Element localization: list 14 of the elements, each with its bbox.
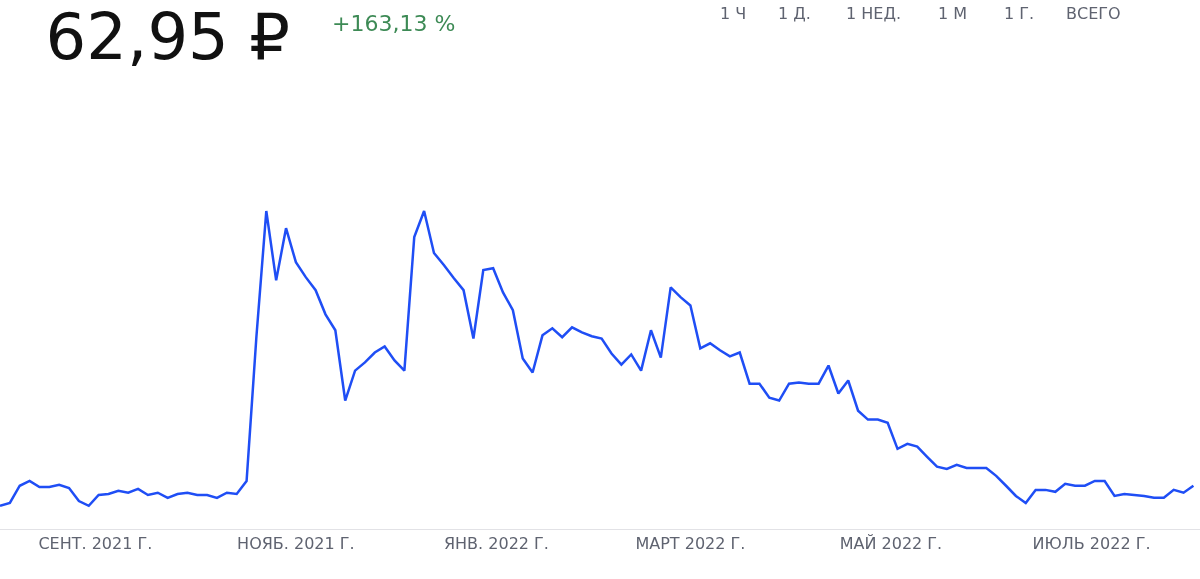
x-tick-label: МАЙ 2022 Г. — [839, 534, 943, 554]
x-tick-label: ИЮЛЬ 2022 Г. — [1032, 534, 1151, 554]
text: 1 НЕД. — [846, 4, 901, 23]
x-tick-label: НОЯБ. 2021 Г. — [237, 534, 355, 554]
text: ВСЕГО — [1066, 4, 1121, 23]
x-tick-label: МАРТ 2022 Г. — [635, 534, 746, 554]
x-tick-label: СЕНТ. 2021 Г. — [38, 534, 153, 554]
text: 1 Ч — [720, 4, 747, 23]
chart-subtitle: +163,13 % — [332, 11, 456, 36]
text: 1 Г. — [1004, 4, 1035, 23]
text: 1 Д. — [778, 4, 811, 23]
chart-title: 62,95 ₽ — [45, 0, 290, 75]
x-tick-label: ЯНВ. 2022 Г. — [443, 534, 549, 554]
text: 1 М — [938, 4, 968, 23]
